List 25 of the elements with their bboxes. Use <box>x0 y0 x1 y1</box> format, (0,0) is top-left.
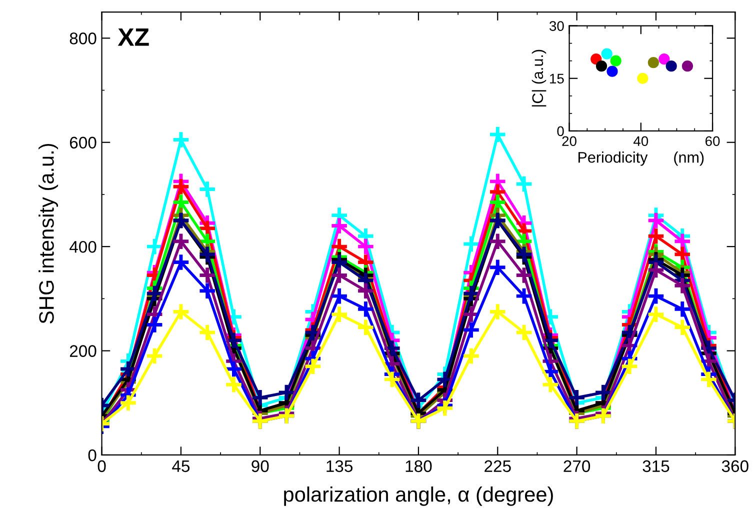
x-tick-label: 180 <box>406 460 432 472</box>
x-tick-label: 90 <box>252 460 269 472</box>
x-tick-label: 225 <box>484 460 511 472</box>
text: XZ <box>118 28 149 46</box>
y-tick-label: 30 <box>549 21 564 31</box>
y-tick-label: 0 <box>88 449 96 462</box>
x-tick-label: 0 <box>98 460 106 472</box>
x-axis-title: polarization angle, α (degree) <box>284 486 553 506</box>
x-tick-label: 135 <box>326 460 353 472</box>
x-tick-label: 60 <box>706 136 720 146</box>
x-tick-label: 360 <box>722 460 748 472</box>
x-tick-label: 20 <box>562 136 576 146</box>
y-tick-label: 200 <box>70 345 96 357</box>
x-tick-label: 315 <box>642 460 670 472</box>
y-tick-label: 800 <box>70 32 96 44</box>
y-tick-label: 400 <box>70 240 96 253</box>
x-tick-label: 270 <box>564 460 590 472</box>
y-tick-label: 15 <box>550 74 564 84</box>
y-tick-label: 0 <box>557 126 564 136</box>
y-axis-title: |C| (a.u.) <box>532 50 546 106</box>
y-tick-label: 600 <box>70 136 96 149</box>
x-tick-label: 40 <box>633 136 648 146</box>
y-axis-title: SHG intensity (a.u.) <box>38 144 58 324</box>
x-tick-label: 45 <box>172 460 190 472</box>
x-axis-title: Periodicity (nm) <box>578 152 704 166</box>
